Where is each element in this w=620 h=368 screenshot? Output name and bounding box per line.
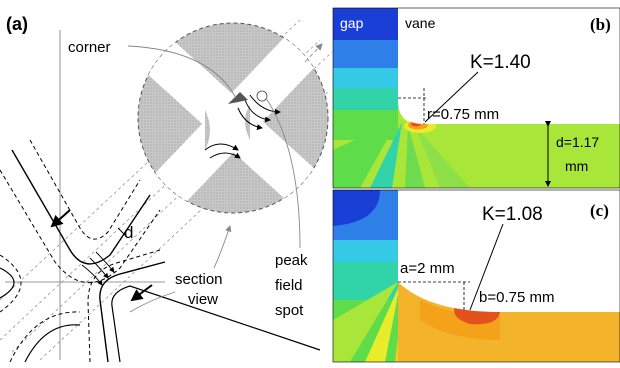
center-field-lines <box>81 251 115 286</box>
k-leader-c <box>469 223 504 311</box>
corner-marker <box>228 92 248 104</box>
label-d-value: d=1.17 <box>556 134 599 150</box>
section-view-circle <box>137 22 329 214</box>
label-peak: peak <box>275 252 308 269</box>
label-a: a=2 mm <box>400 260 455 277</box>
panel-c-tag: (c) <box>590 201 609 220</box>
upper-vane-outline <box>11 149 151 265</box>
lower-vane-dashed <box>87 249 161 363</box>
label-spot: spot <box>275 302 304 319</box>
lower-vane-right <box>111 285 321 363</box>
panel-b: gap vane (b) K=1.40 r=0.75 mm d=1.17 mm <box>332 7 620 189</box>
upper-vane-inner-dashed <box>29 139 141 240</box>
direction-arrow <box>304 43 323 63</box>
label-section: section <box>175 271 223 288</box>
label-b: b=0.75 mm <box>479 289 554 306</box>
panel-c: (c) K=1.08 a=2 mm b=0.75 mm <box>332 189 620 363</box>
d-tick <box>117 227 127 237</box>
label-d: d <box>124 223 133 242</box>
force-arrow-left <box>50 209 71 228</box>
bottom-arc-2 <box>9 311 81 363</box>
label-r: r=0.75 mm <box>427 106 499 123</box>
radius-guides <box>398 88 428 124</box>
panel-b-tag: (b) <box>590 15 611 34</box>
left-arc-2 <box>0 254 22 313</box>
label-corner: corner <box>68 39 111 56</box>
corner-leader <box>127 45 237 99</box>
force-arrow-right <box>130 284 153 302</box>
ellipse-guides <box>398 281 470 312</box>
left-arc-1 <box>0 267 15 299</box>
label-d-unit: mm <box>565 158 588 174</box>
k-leader-b <box>424 71 479 123</box>
label-view: view <box>188 291 218 308</box>
panel-a: (a) <box>0 14 333 363</box>
section-leader <box>213 225 232 269</box>
label-vane: vane <box>405 15 436 31</box>
label-field: field <box>275 277 303 294</box>
label-gap: gap <box>340 15 364 31</box>
label-k-b: K=1.40 <box>470 52 531 73</box>
peak-spot-marker <box>256 90 268 102</box>
label-k-c: K=1.08 <box>482 204 543 225</box>
panel-a-tag: (a) <box>6 14 28 34</box>
peak-leader <box>265 97 301 249</box>
bottom-arc-1 <box>24 324 81 363</box>
upper-vane-dashed <box>0 169 161 283</box>
section-leader-2 <box>129 291 176 313</box>
lower-vane-outline <box>99 261 166 363</box>
